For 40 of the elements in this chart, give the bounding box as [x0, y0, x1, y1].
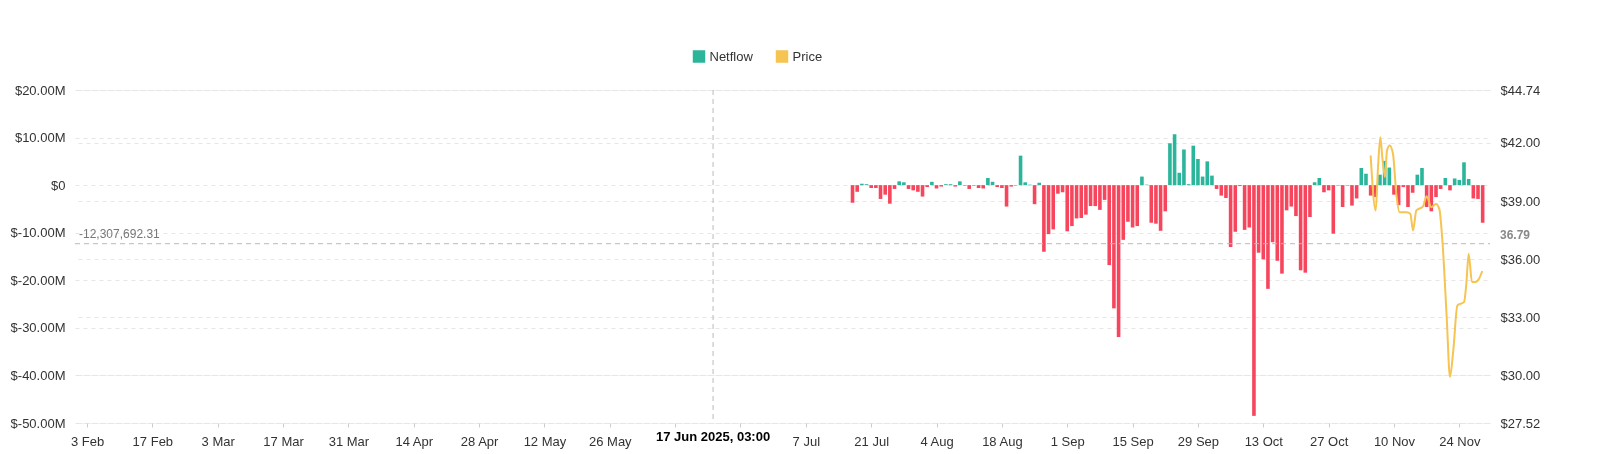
y-tick-label: $0: [51, 177, 66, 193]
y-tick-label: $10.00M: [14, 130, 66, 146]
y-tick-label: $-30.00M: [10, 320, 66, 336]
x-tick-label: 27 Oct: [1309, 433, 1349, 449]
legend-label: Netflow: [709, 48, 754, 64]
x-tick-label: 10 Nov: [1373, 433, 1416, 449]
x-tick-label: 21 Jul: [854, 433, 890, 449]
x-tick-label: 17 Mar: [263, 433, 305, 449]
y-tick-label: $-40.00M: [10, 367, 66, 383]
ref-line-label: -12,307,692.31: [79, 226, 161, 241]
ref-line-label: 17 Jun 2025, 03:00: [655, 429, 771, 444]
y2-tick-label: $42.00: [1500, 135, 1541, 151]
y-tick-label: $-50.00M: [10, 415, 66, 431]
x-tick-label: 17 Feb: [132, 433, 174, 449]
x-tick-label: 1 Sep: [1050, 433, 1085, 449]
x-tick-label: 14 Apr: [395, 433, 434, 449]
y2-tick-label: $44.74: [1500, 82, 1541, 98]
x-tick-label: 7 Jul: [792, 433, 821, 449]
x-tick-label: 26 May: [588, 433, 633, 449]
y2-tick-label: $30.00: [1500, 367, 1541, 383]
y2-tick-label: $33.00: [1500, 309, 1541, 325]
x-tick-label: 29 Sep: [1177, 433, 1220, 449]
x-tick-label: 31 Mar: [328, 433, 370, 449]
y-tick-label: $-20.00M: [10, 272, 66, 288]
x-tick-label: 18 Aug: [982, 433, 1023, 449]
x-tick-label: 4 Aug: [920, 433, 954, 449]
x-tick-label: 15 Sep: [1112, 433, 1154, 449]
y-tick-label: $20.00M: [14, 82, 66, 98]
legend-label: Price: [792, 48, 823, 64]
x-tick-label: 24 Nov: [1439, 433, 1481, 449]
y-tick-label: $-10.00M: [10, 225, 66, 241]
x-tick-label: 13 Oct: [1244, 433, 1284, 449]
y2-tick-label: $39.00: [1500, 193, 1541, 209]
x-tick-label: 12 May: [523, 433, 567, 449]
x-tick-label: 28 Apr: [460, 433, 500, 449]
x-tick-label: 3 Mar: [201, 433, 236, 449]
text: 36.79: [1500, 227, 1531, 242]
y2-tick-label: $36.00: [1500, 251, 1541, 267]
x-tick-label: 3 Feb: [70, 433, 105, 449]
y2-tick-label: $27.52: [1500, 415, 1541, 431]
